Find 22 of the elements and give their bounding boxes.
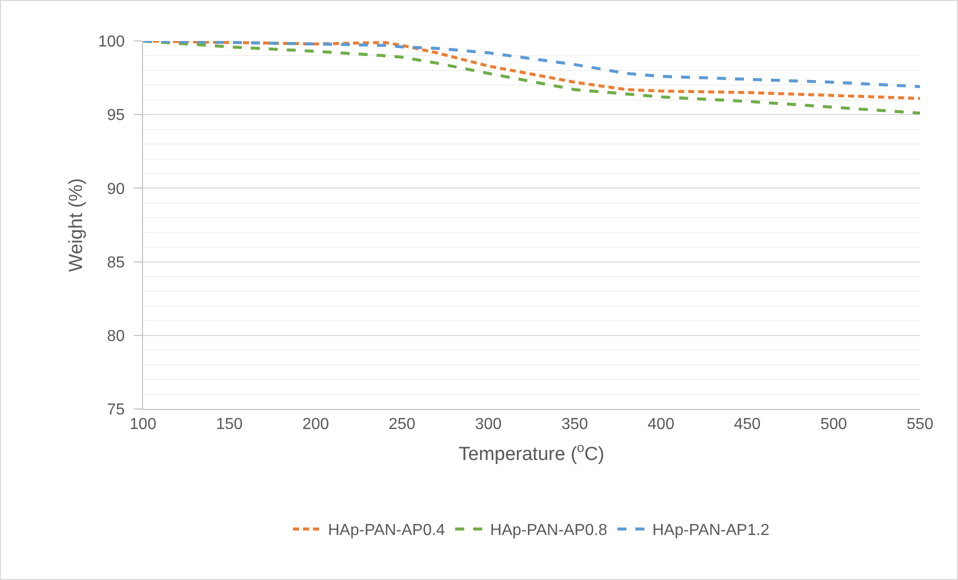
x-tick-label: 200 — [302, 416, 330, 434]
legend-label: HAp-PAN-AP1.2 — [652, 522, 770, 540]
x-tick-label: 400 — [648, 416, 674, 434]
y-tick-label: 90 — [107, 180, 125, 198]
x-tick-label: 500 — [820, 416, 848, 434]
x-tick-label: 300 — [474, 416, 502, 434]
legend-label: HAp-PAN-AP0.4 — [328, 522, 446, 540]
x-tick-label: 150 — [216, 416, 243, 434]
x-axis-title: Temperature ($^{o}$C) — [458, 440, 604, 465]
x-tick-label: 250 — [388, 416, 416, 434]
y-tick-label: 100 — [98, 34, 125, 51]
y-tick-label: 95 — [107, 107, 125, 124]
y-tick-label: 85 — [107, 254, 125, 272]
line-series — [143, 41, 920, 88]
x-tick-label: 100 — [130, 416, 156, 434]
x-tick-label: 350 — [561, 416, 588, 434]
x-tick-label: 550 — [906, 416, 934, 434]
y-tick-label: 75 — [107, 402, 125, 419]
y-axis-title: Weight (%) — [66, 178, 87, 272]
y-tick-label: 80 — [107, 328, 125, 345]
x-tick-label: 450 — [734, 416, 761, 434]
legend-label: HAp-PAN-AP0.8 — [490, 522, 608, 540]
